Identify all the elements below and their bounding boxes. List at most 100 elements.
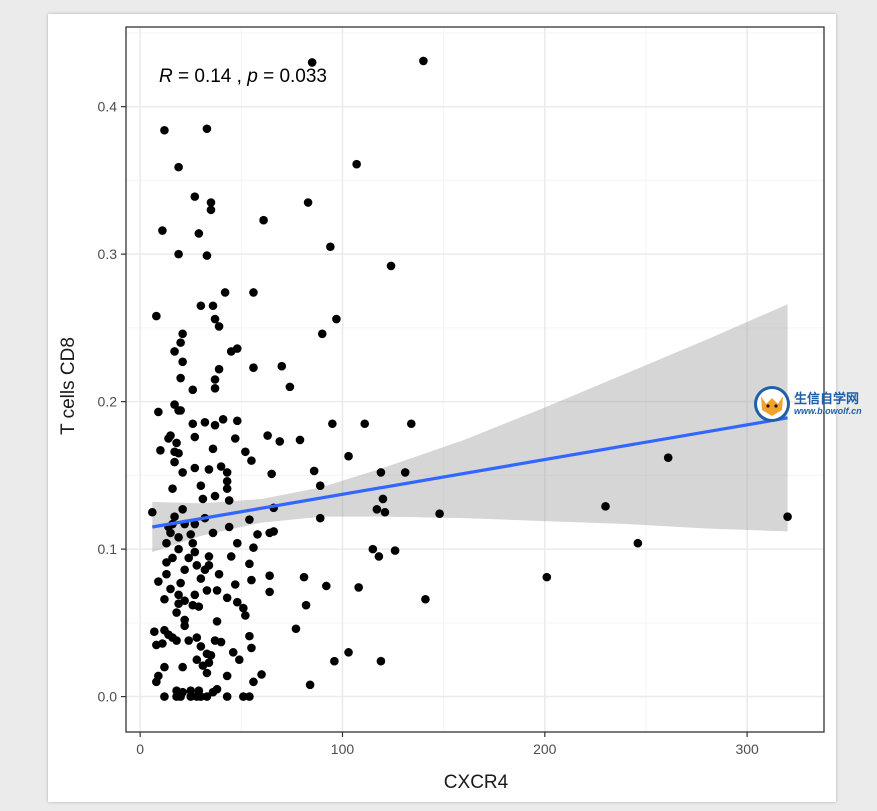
r-symbol: R	[159, 66, 173, 87]
data-point	[257, 670, 266, 679]
data-point	[186, 686, 196, 696]
data-point	[170, 347, 179, 356]
data-point	[390, 546, 400, 555]
data-point	[352, 159, 361, 169]
data-point	[162, 558, 171, 567]
y-tick-label: 0.4	[98, 99, 118, 115]
data-point	[156, 445, 165, 455]
data-point	[291, 624, 301, 634]
data-point	[152, 677, 161, 687]
data-point	[166, 584, 175, 594]
data-point	[216, 462, 226, 471]
data-point	[267, 469, 276, 479]
panel-border-layer	[125, 26, 825, 733]
data-point	[190, 463, 200, 473]
x-tick-label: 200	[533, 741, 557, 757]
data-point	[176, 406, 185, 415]
data-point	[192, 561, 202, 570]
data-point	[210, 420, 220, 430]
data-point	[220, 288, 230, 297]
data-point	[226, 347, 236, 356]
data-point	[330, 656, 339, 666]
data-point	[208, 301, 218, 311]
data-point	[321, 581, 331, 591]
data-point	[344, 648, 353, 657]
panel-border	[125, 26, 825, 733]
watermark-title: 生信自学网	[794, 392, 860, 407]
y-tick-label: 0.3	[98, 246, 118, 262]
data-point	[307, 58, 317, 67]
data-point	[200, 565, 210, 575]
correlation-annotation: R = 0.14 , p = 0.033	[159, 66, 327, 87]
data-point	[212, 586, 222, 595]
data-point	[232, 416, 242, 426]
fox-logo-icon	[754, 386, 790, 422]
data-point	[234, 655, 244, 665]
data-point	[259, 215, 268, 225]
data-point	[150, 627, 159, 637]
data-point	[192, 633, 202, 642]
data-point	[317, 329, 327, 339]
data-point	[230, 434, 240, 443]
minor-gridlines	[126, 27, 824, 732]
x-axis-title: CXCR4	[444, 772, 509, 793]
data-point	[154, 577, 163, 586]
data-point	[241, 447, 250, 457]
data-point	[328, 419, 337, 429]
data-point	[190, 192, 200, 201]
data-point	[186, 530, 196, 539]
data-point	[188, 385, 198, 395]
data-point	[154, 407, 163, 417]
data-point	[285, 382, 295, 392]
data-point	[190, 547, 200, 557]
watermark: 生信自学网 www.biowolf.cn	[752, 384, 876, 424]
data-point	[210, 314, 220, 324]
data-point	[170, 457, 179, 467]
data-point	[601, 502, 610, 511]
data-point	[230, 580, 240, 589]
data-point	[303, 198, 313, 207]
data-point	[263, 431, 272, 440]
data-point	[188, 538, 198, 548]
data-point	[232, 538, 242, 548]
data-point	[194, 229, 204, 238]
data-point	[265, 571, 274, 580]
data-point	[180, 621, 189, 631]
x-tick-label: 100	[331, 741, 355, 757]
data-point	[305, 680, 315, 690]
data-point	[192, 655, 202, 665]
data-point	[174, 533, 183, 542]
data-point	[204, 552, 214, 561]
data-point	[208, 444, 218, 454]
data-point	[222, 468, 232, 477]
data-point	[160, 594, 169, 604]
x-tick-label: 300	[735, 741, 759, 757]
data-point	[315, 513, 325, 523]
data-point	[210, 491, 220, 501]
data-point	[176, 373, 185, 383]
data-point	[435, 509, 444, 519]
data-point	[158, 226, 167, 235]
data-point	[174, 448, 183, 458]
data-point	[180, 565, 189, 575]
data-point	[253, 530, 262, 539]
data-point	[212, 684, 222, 694]
y-tick-label: 0.0	[98, 689, 118, 705]
data-point	[239, 603, 248, 613]
data-point	[202, 668, 212, 678]
data-point	[166, 528, 175, 538]
data-point	[368, 544, 378, 554]
data-point	[178, 468, 187, 477]
x-axis-ticks: 0 100 200 300	[136, 732, 759, 757]
data-point	[222, 484, 232, 493]
data-point	[419, 56, 428, 66]
data-point	[172, 608, 181, 617]
data-point	[374, 552, 384, 561]
data-point	[249, 288, 258, 297]
data-point	[360, 419, 370, 429]
data-point	[247, 575, 256, 585]
data-point	[214, 569, 224, 579]
data-point	[204, 465, 214, 474]
data-point	[174, 162, 183, 172]
data-point	[380, 507, 390, 517]
